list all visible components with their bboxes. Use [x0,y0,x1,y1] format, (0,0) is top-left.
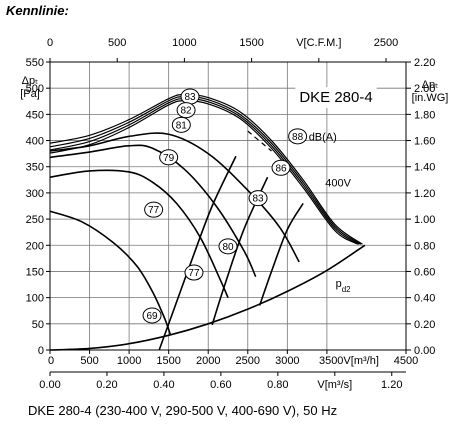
annotation-subscript: d2 [342,284,351,293]
plot-frame [49,61,407,351]
fan-curve-5 [49,132,300,263]
annotation-label: 400V [325,177,351,189]
right-tick-label: 1.00 [414,214,435,226]
right-tick-label: 1.60 [414,136,435,148]
bottom-tick-label: 1000 [117,355,141,367]
efficiency-bubble [176,102,196,119]
right-axis-label: Δpₜ [422,79,439,91]
right-tick-label: 0.00 [414,345,435,357]
left-tick-label: 400 [26,136,44,148]
m3s-tick-label: 0.20 [96,379,117,391]
left-axis-label: Δpₜ [22,75,39,87]
efficiency-line-1 [158,155,237,351]
right-axis-label: [in.WG] [412,92,449,104]
left-tick-label: 250 [26,214,44,226]
left-tick-label: 500 [26,83,44,95]
efficiency-label: 80 [222,242,234,253]
efficiency-bubble [159,149,179,166]
chart-title: DKE 280-4 [299,89,372,106]
efficiency-label: 82 [181,106,193,117]
chart-title-background [295,87,377,108]
efficiency-label: 88 [292,132,304,143]
right-tick-label: 1.20 [414,188,435,200]
fan-curve-7 [49,169,229,298]
m3s-tick-label: 0.40 [153,379,174,391]
fan-curve-1 [49,93,363,245]
bottom-tick-label: 500 [80,355,98,367]
bottom-tick-label: 1500 [156,355,180,367]
right-tick-label: 1.40 [414,162,435,174]
efficiency-label: 83 [252,194,264,205]
bottom-tick-label: 2000 [196,355,220,367]
efficiency-bubble [248,190,268,207]
efficiency-label: 77 [148,205,160,216]
left-tick-label: 350 [26,162,44,174]
system-curve-pd2 [49,244,366,351]
dashed-line [247,130,272,152]
top-tick-label: 0 [47,37,53,49]
curve-labels: 83 82 81 79 77 80 77 69 83 86 88 dB(A) 400V pd2 [142,88,352,324]
efficiency-bubble [144,201,164,218]
axes: 050100150200250300350400450500550Δpₜ[Pa]… [20,37,448,391]
bottom-tick-label: 0 [48,355,54,367]
right-tick-label: 0.40 [414,293,435,305]
left-tick-label: 450 [26,109,44,121]
fan-curve-4 [49,100,359,245]
efficiency-bubble [218,238,238,255]
efficiency-bubble [184,264,204,281]
right-tick-label: 1.80 [414,109,435,121]
bottom-tick-label: 2500 [236,355,260,367]
chart-caption: DKE 280-4 (230-400 V, 290-500 V, 400-690… [28,403,338,418]
efficiency-bubble [171,116,191,133]
efficiency-label: 81 [176,120,188,131]
annotation-label: pd2 [336,278,352,294]
efficiency-label: 86 [275,163,287,174]
left-tick-label: 200 [26,240,44,252]
fan-curve-2 [49,95,362,245]
m3s-tick-label: 0.80 [267,379,288,391]
chart-heading: Kennlinie: [6,3,69,18]
annotation-label: dB(A) [309,131,337,143]
left-tick-label: 150 [26,266,44,278]
fan-curve-8 [49,210,172,335]
bottom-tick-label: 3000 [275,355,299,367]
fan-curves [49,93,366,351]
right-tick-label: 0.60 [414,266,435,278]
right-tick-label: 2.00 [414,83,435,95]
left-tick-label: 50 [32,319,44,331]
top-tick-label: 1500 [239,37,263,49]
right-tick-label: 0.20 [414,319,435,331]
efficiency-label: 83 [184,92,196,103]
left-tick-label: 100 [26,293,44,305]
efficiency-label: 69 [146,311,158,322]
efficiency-label: 79 [163,153,175,164]
efficiency-bubble [288,128,308,145]
bottom-tick-label: 4500 [394,355,418,367]
fan-curve-3 [49,98,360,245]
m3s-tick-label: 0.00 [39,379,60,391]
efficiency-label: 77 [188,268,200,279]
right-tick-label: 2.20 [414,57,435,69]
m3s-tick-label: V[m³/s] [317,379,352,391]
top-tick-label: 1000 [172,37,196,49]
m3s-tick-label: 1.20 [381,379,402,391]
efficiency-bubble [142,307,162,324]
left-tick-label: 300 [26,188,44,200]
left-tick-label: 0 [38,345,44,357]
top-tick-label: 500 [108,37,126,49]
top-tick-label: 2500 [374,37,398,49]
left-tick-label: 550 [26,57,44,69]
efficiency-line-3 [258,202,304,306]
efficiency-bubble [271,159,291,176]
left-axis-label: [Pa] [20,88,40,100]
right-tick-label: 0.80 [414,240,435,252]
bottom-tick-label: 3500V[m³/h] [319,355,379,367]
m3s-tick-label: 0.60 [210,379,231,391]
top-tick-label: V[C.F.M.] [296,37,341,49]
